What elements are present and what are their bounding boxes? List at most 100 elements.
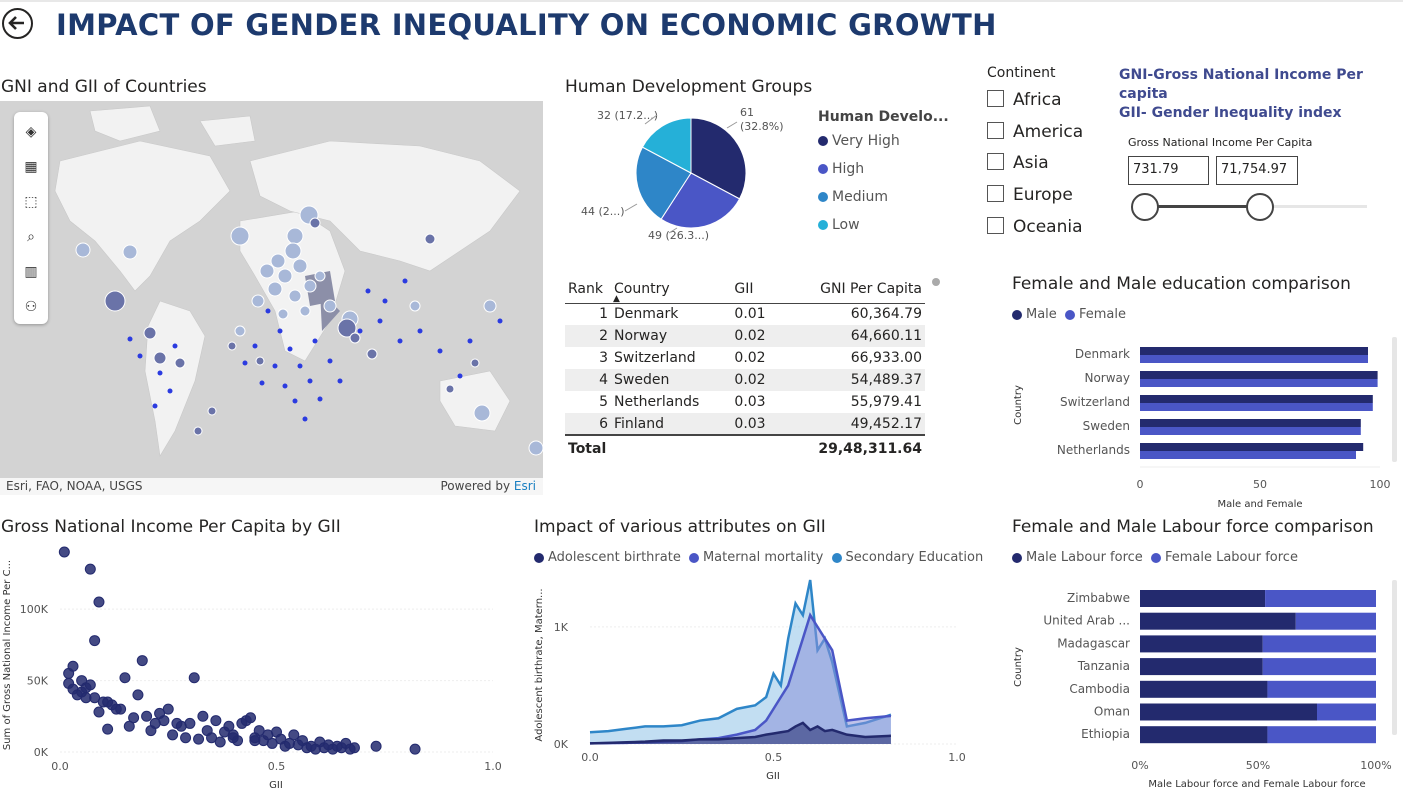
labour-bar-male[interactable] [1140, 635, 1263, 653]
scatter-point[interactable] [348, 742, 360, 754]
scatter-point[interactable] [180, 732, 192, 744]
scatter-point[interactable] [197, 710, 209, 722]
scatter-point[interactable] [102, 696, 114, 708]
checkbox[interactable] [987, 153, 1004, 171]
labour-bar-male[interactable] [1140, 680, 1268, 698]
map-canvas[interactable] [0, 101, 543, 495]
scatter-point[interactable] [223, 720, 235, 732]
col-country[interactable]: Country ▲ [613, 280, 670, 304]
scatter-point[interactable] [110, 703, 122, 715]
layers-icon[interactable]: ◈ [25, 124, 37, 140]
scatter-point[interactable] [409, 743, 421, 755]
pie-slice-low[interactable] [641, 117, 692, 174]
back-button[interactable] [2, 8, 33, 39]
col-gii[interactable]: GII [734, 280, 754, 297]
table-row[interactable]: 3 Switzerland 0.02 66,933.00 [565, 347, 925, 369]
table-row[interactable]: 2 Norway 0.02 64,660.11 [565, 325, 925, 347]
scatter-point[interactable] [93, 706, 105, 718]
scatter-point[interactable] [171, 717, 183, 729]
esri-link[interactable]: Esri [513, 479, 536, 493]
col-rank[interactable]: Rank [568, 280, 603, 297]
checkbox[interactable] [987, 90, 1004, 107]
scatter-point[interactable] [141, 710, 153, 722]
pie-legend-item[interactable]: High [818, 161, 900, 189]
scatter-point[interactable] [76, 675, 88, 687]
labour-bar-male[interactable] [1140, 612, 1296, 630]
labour-bar-male[interactable] [1140, 590, 1266, 607]
continent-option-europe[interactable]: Europe [987, 185, 1083, 217]
scatter-point[interactable] [266, 737, 278, 749]
scatter-point[interactable] [63, 667, 75, 679]
table-row[interactable]: 4 Sweden 0.02 54,489.37 [565, 369, 925, 391]
table-row[interactable]: 6 Finland 0.03 49,452.17 [565, 413, 925, 435]
scatter-point[interactable] [132, 689, 144, 701]
scatter-point[interactable] [145, 725, 157, 737]
range-handle-max[interactable] [1245, 193, 1274, 221]
labour-bar-male[interactable] [1140, 703, 1317, 721]
scatter-point[interactable] [80, 692, 92, 704]
labour-bar-female[interactable] [1317, 703, 1376, 721]
scatter-point[interactable] [84, 563, 96, 575]
scatter-point[interactable] [188, 672, 200, 684]
labour-bar-female[interactable] [1262, 658, 1376, 676]
scatter-point[interactable] [245, 712, 257, 724]
labour-bar-female[interactable] [1267, 680, 1376, 698]
labour-bar-female[interactable] [1265, 590, 1376, 607]
chart-icon[interactable]: ▥ [24, 264, 38, 280]
scatter-point[interactable] [193, 733, 205, 745]
continent-option-asia[interactable]: Asia [987, 153, 1083, 185]
edu-bar-male[interactable] [1140, 347, 1368, 355]
table-scrollbar[interactable] [932, 278, 940, 286]
scatter-point[interactable] [227, 732, 239, 744]
area-line-0[interactable] [589, 721, 891, 745]
edu-bar-male[interactable] [1140, 443, 1364, 451]
edu-bar-female[interactable] [1140, 355, 1368, 363]
table-row[interactable]: 1 Denmark 0.01 60,364.79 [565, 303, 925, 325]
range-max-input[interactable]: 71,754.97 [1216, 156, 1298, 185]
scatter-point[interactable] [89, 635, 101, 647]
range-min-input[interactable]: 731.79 [1128, 156, 1209, 185]
scatter-point[interactable] [370, 740, 382, 752]
edu-bar-male[interactable] [1140, 419, 1361, 427]
scatter-point[interactable] [288, 729, 300, 741]
continent-option-africa[interactable]: Africa [987, 90, 1083, 122]
scatter-point[interactable] [119, 672, 131, 684]
labour-bar-female[interactable] [1267, 726, 1376, 744]
range-handle-min[interactable] [1131, 193, 1159, 221]
scatter-point[interactable] [93, 596, 105, 608]
search-icon[interactable]: ⌕ [27, 229, 35, 245]
edu-bar-female[interactable] [1140, 427, 1361, 435]
labour-scrollbar[interactable] [1392, 580, 1397, 735]
pie-slice-very-high[interactable] [690, 117, 747, 200]
scatter-point[interactable] [184, 717, 196, 729]
edu-scrollbar[interactable] [1392, 337, 1397, 462]
pie-legend-item[interactable]: Very High [818, 133, 900, 161]
continent-option-oceania[interactable]: Oceania [987, 216, 1083, 249]
select-rect-icon[interactable]: ⬚ [24, 194, 38, 210]
scatter-point[interactable] [253, 725, 265, 737]
scatter-point[interactable] [84, 679, 96, 691]
labour-bar-male[interactable] [1140, 726, 1268, 744]
scatter-point[interactable] [128, 712, 140, 724]
pie-slice-high[interactable] [660, 172, 741, 229]
labour-bar-male[interactable] [1140, 658, 1263, 676]
edu-bar-male[interactable] [1140, 371, 1378, 379]
scatter-point[interactable] [206, 732, 218, 744]
pie-legend-item[interactable]: Low [818, 217, 900, 245]
checkbox[interactable] [987, 121, 1004, 139]
edu-bar-female[interactable] [1140, 379, 1378, 387]
person-icon[interactable]: ⚇ [24, 299, 38, 315]
table-row[interactable]: 5 Netherlands 0.03 55,979.41 [565, 391, 925, 413]
pie-slice-medium[interactable] [635, 146, 692, 220]
scatter-point[interactable] [249, 735, 261, 747]
scatter-point[interactable] [136, 655, 148, 667]
scatter-point[interactable] [58, 546, 70, 558]
checkbox[interactable] [987, 185, 1004, 203]
labour-bar-female[interactable] [1295, 612, 1376, 630]
edu-bar-male[interactable] [1140, 395, 1373, 403]
scatter-point[interactable] [214, 736, 226, 748]
labour-bar-female[interactable] [1262, 635, 1376, 653]
pie-legend-item[interactable]: Medium [818, 189, 900, 217]
edu-bar-female[interactable] [1140, 451, 1356, 459]
qr-icon[interactable]: ▦ [24, 159, 38, 175]
